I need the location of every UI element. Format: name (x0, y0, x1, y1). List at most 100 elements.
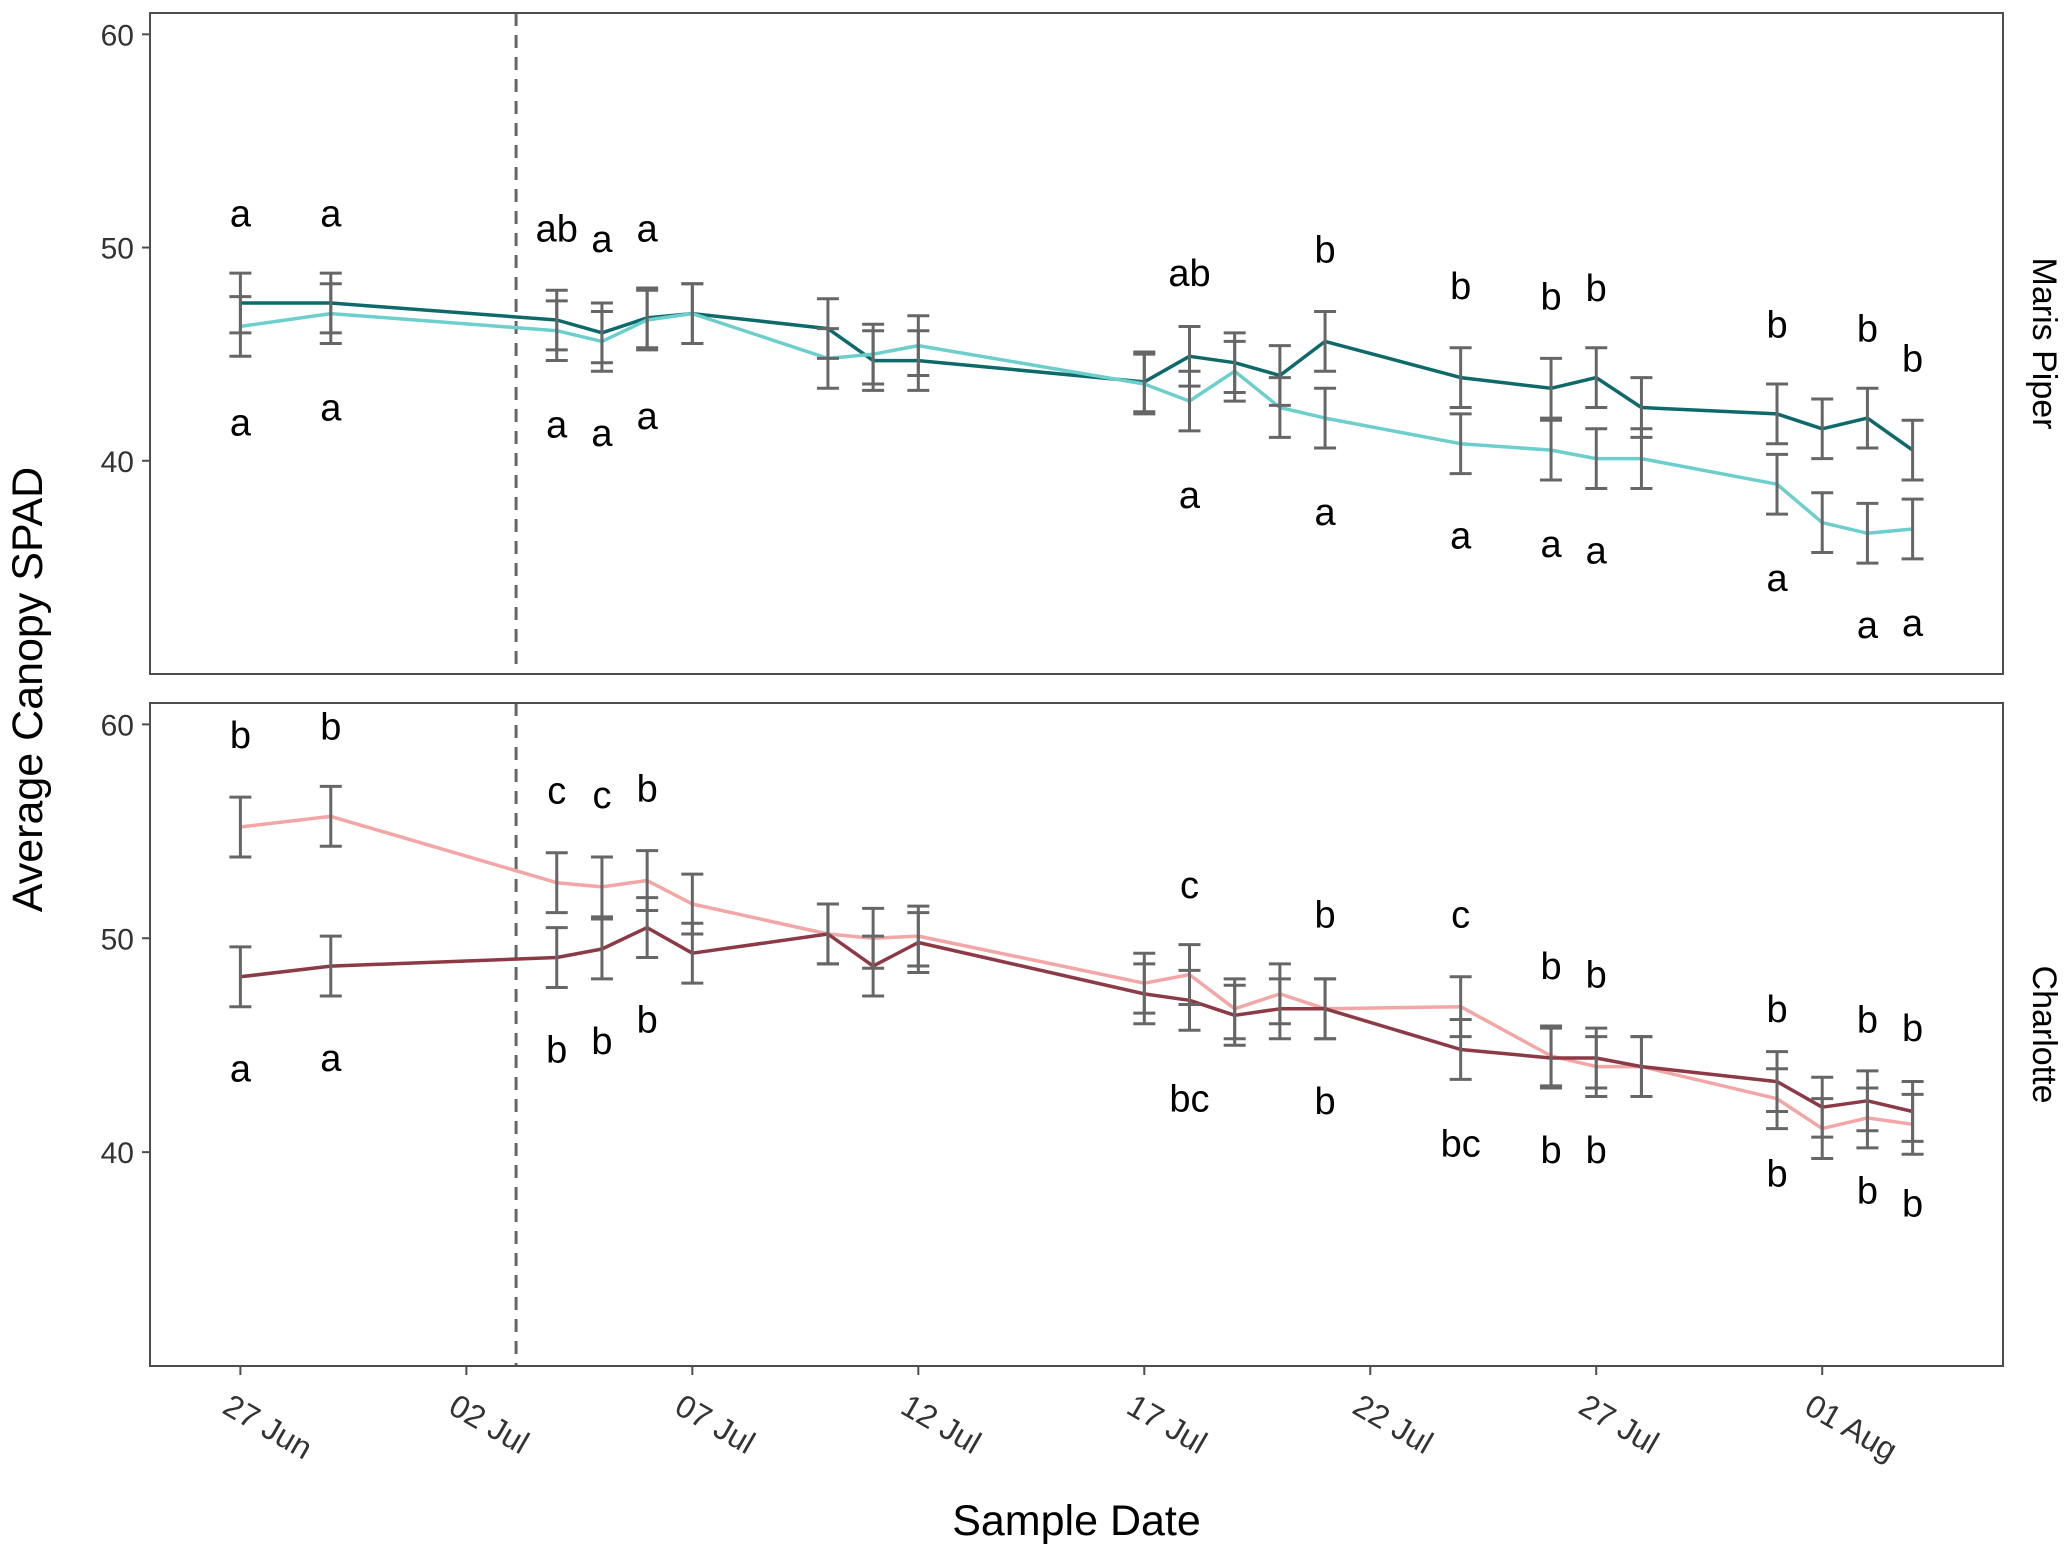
significance-letter: a (637, 396, 659, 438)
significance-letter: b (1766, 304, 1787, 346)
significance-letter: b (1902, 338, 1923, 380)
error-bar (1314, 386, 1337, 450)
significance-letter: b (1766, 989, 1787, 1031)
error-bar (1901, 1080, 1924, 1143)
significance-letter: a (1586, 530, 1608, 572)
significance-letter: a (320, 387, 342, 429)
error-bar (545, 299, 568, 363)
significance-letter: ab (536, 208, 578, 250)
significance-letter: a (591, 413, 613, 455)
significance-letter: ab (1168, 253, 1210, 295)
error-bar (1630, 427, 1653, 490)
error-bar (1540, 418, 1563, 482)
series-line-1 (240, 814, 1913, 1131)
significance-letter: a (1857, 605, 1879, 647)
y-tick-label: 60 (101, 709, 134, 742)
x-axis-title: Sample Date (952, 1497, 1201, 1545)
significance-letter: b (1315, 895, 1336, 937)
significance-letter: a (1540, 524, 1562, 566)
significance-letter: b (320, 707, 341, 749)
error-bar (229, 295, 252, 358)
error-bar (1856, 1069, 1879, 1133)
significance-letter: c (1180, 865, 1199, 907)
error-bar (590, 855, 613, 919)
error-bar (1811, 397, 1834, 461)
significance-letter: b (1540, 1130, 1561, 1172)
significance-letter: b (1450, 266, 1471, 308)
significance-letter: b (546, 1029, 567, 1071)
error-bar (1585, 346, 1608, 409)
error-bar (816, 327, 839, 390)
y-tick-label: 50 (101, 233, 134, 266)
significance-letter: a (637, 208, 659, 250)
series-line-2 (240, 311, 1913, 536)
significance-letter: b (1857, 309, 1878, 351)
error-bar (636, 288, 659, 352)
error-bar (229, 795, 252, 859)
significance-letter: a (1450, 515, 1472, 557)
significance-letter: a (1902, 603, 1924, 645)
significance-letter: a (591, 219, 613, 261)
error-bar (1178, 968, 1201, 1032)
significance-letter: b (1315, 1081, 1336, 1123)
significance-letter: c (592, 775, 611, 817)
panel-border (149, 12, 2004, 675)
error-bar (1133, 962, 1156, 1026)
error-bar (1766, 452, 1789, 516)
error-bar (1766, 1050, 1789, 1113)
error-bar (681, 282, 704, 345)
error-bar (545, 926, 568, 989)
significance-letter: a (230, 193, 252, 235)
significance-letter: b (1586, 1130, 1607, 1172)
error-bar (1268, 977, 1291, 1041)
panel-border (149, 702, 2004, 1367)
error-bar (590, 917, 613, 981)
significance-letter: b (1540, 946, 1561, 988)
error-bar (1901, 497, 1924, 561)
error-bar (1449, 346, 1472, 409)
significance-letter: a (320, 1038, 342, 1080)
significance-letter: b (1902, 1008, 1923, 1050)
error-bar (1901, 418, 1924, 482)
error-bar (319, 934, 342, 998)
y-tick-label: 50 (101, 923, 134, 956)
significance-letter: bc (1441, 1124, 1481, 1166)
y-tick-label: 40 (101, 446, 134, 479)
error-bar (590, 310, 613, 373)
significance-letter: b (591, 1021, 612, 1063)
series-line-2 (240, 925, 1914, 1114)
significance-letter: b (1315, 230, 1336, 272)
significance-letter: b (637, 769, 658, 811)
error-bar (1540, 356, 1563, 420)
error-bar (229, 945, 252, 1009)
error-bar (1314, 310, 1337, 373)
significance-letter: c (547, 771, 566, 813)
error-bar (862, 322, 885, 386)
significance-letter: b (1586, 955, 1607, 997)
error-bar (1811, 491, 1834, 554)
significance-letter: a (230, 402, 252, 444)
error-bar (319, 784, 342, 848)
significance-letter: b (1857, 1171, 1878, 1213)
error-bar (1314, 977, 1337, 1041)
error-bar (862, 934, 885, 998)
error-bar (1766, 382, 1789, 446)
error-bar (1856, 501, 1879, 565)
error-bar (1133, 352, 1156, 416)
error-bar (1223, 983, 1246, 1047)
error-bar (1268, 376, 1291, 439)
error-bar (681, 921, 704, 985)
error-bar (1585, 1026, 1608, 1090)
significance-letter: b (1902, 1183, 1923, 1225)
error-bar (1540, 1026, 1563, 1090)
error-bar (545, 851, 568, 915)
error-bar (1630, 1035, 1653, 1099)
series-line-1 (240, 301, 1914, 452)
significance-letter: b (1540, 277, 1561, 319)
significance-letter: b (1857, 1000, 1878, 1042)
